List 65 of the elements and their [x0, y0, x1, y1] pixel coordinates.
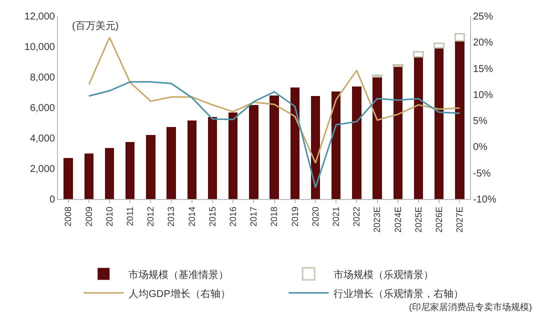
- x-tick-label: 2025E: [413, 206, 424, 233]
- x-tick-label: 2018: [269, 206, 280, 227]
- y2-tick-label: -5%: [473, 168, 491, 180]
- x-tick-label: 2023E: [372, 206, 382, 233]
- bar: [290, 87, 300, 199]
- x-tick-label: 2010: [104, 206, 114, 227]
- y-tick-label: 2,000: [30, 164, 56, 175]
- y-tick-label: 6,000: [30, 103, 56, 114]
- bar: [249, 105, 258, 199]
- bar: [228, 112, 238, 199]
- bar: [414, 56, 424, 199]
- bar: [270, 95, 279, 199]
- legend-label: 市场规模（乐观情景）: [334, 268, 434, 281]
- x-tick-label: 2027E: [454, 206, 465, 233]
- line-series: [88, 81, 460, 188]
- bar: [84, 153, 94, 199]
- bar: [455, 40, 464, 199]
- bar: [434, 42, 444, 49]
- y2-tick-label: 0%: [473, 142, 488, 154]
- x-tick-label: 2022: [352, 206, 362, 227]
- x-tick-label: 2012: [146, 206, 156, 227]
- legend-label: 人均GDP增长（右轴）: [128, 288, 230, 300]
- x-tick-label: 2026E: [434, 206, 444, 233]
- y2-tick-label: 20%: [473, 38, 494, 49]
- y2-tick-label: 10%: [473, 90, 494, 101]
- line-series: [88, 36, 460, 164]
- y2-tick-label: 25%: [473, 12, 494, 22]
- x-tick-label: 2015: [207, 206, 218, 227]
- bar: [166, 127, 176, 199]
- bar: [331, 91, 341, 199]
- x-tick-label: 2011: [125, 206, 136, 226]
- x-tick-label: 2021: [331, 206, 342, 227]
- x-tick-label: 2016: [228, 206, 238, 227]
- bar: [393, 66, 403, 199]
- y-tick-label: 8,000: [30, 72, 56, 84]
- text: (印尼家居消费品专卖市场规模): [409, 302, 532, 312]
- bar: [454, 32, 466, 42]
- x-tick-label: 2013: [166, 206, 176, 227]
- annotation: (百万美元): [72, 20, 119, 32]
- y-tick-label: 12,000: [24, 12, 56, 22]
- y2-tick-label: 15%: [473, 64, 494, 75]
- y-tick-label: 10,000: [24, 42, 56, 53]
- y-tick-label: 0: [49, 194, 56, 206]
- bar: [352, 86, 362, 199]
- legend-label: 行业增长（乐观情景，右轴）: [334, 288, 464, 300]
- y-tick-label: 4,000: [30, 134, 56, 144]
- legend-label: 市场规模（基准情景）: [128, 268, 229, 281]
- y2-tick-label: -10%: [473, 194, 496, 206]
- x-tick-label: 2009: [84, 206, 94, 227]
- bar: [64, 158, 73, 199]
- bar: [208, 116, 218, 199]
- x-tick-label: 2017: [248, 206, 259, 227]
- bar: [146, 134, 156, 199]
- y2-tick-label: 5%: [473, 116, 488, 128]
- bar: [372, 76, 382, 199]
- bar: [104, 148, 114, 199]
- x-tick-label: 2014: [186, 206, 197, 227]
- bar: [434, 48, 444, 199]
- bar: [125, 142, 135, 199]
- bar: [413, 51, 424, 58]
- bar: [187, 120, 197, 199]
- x-tick-label: 2019: [290, 206, 300, 227]
- x-tick-label: 2008: [63, 206, 74, 227]
- x-tick-label: 2020: [310, 206, 320, 227]
- x-tick-label: 2024E: [392, 206, 403, 233]
